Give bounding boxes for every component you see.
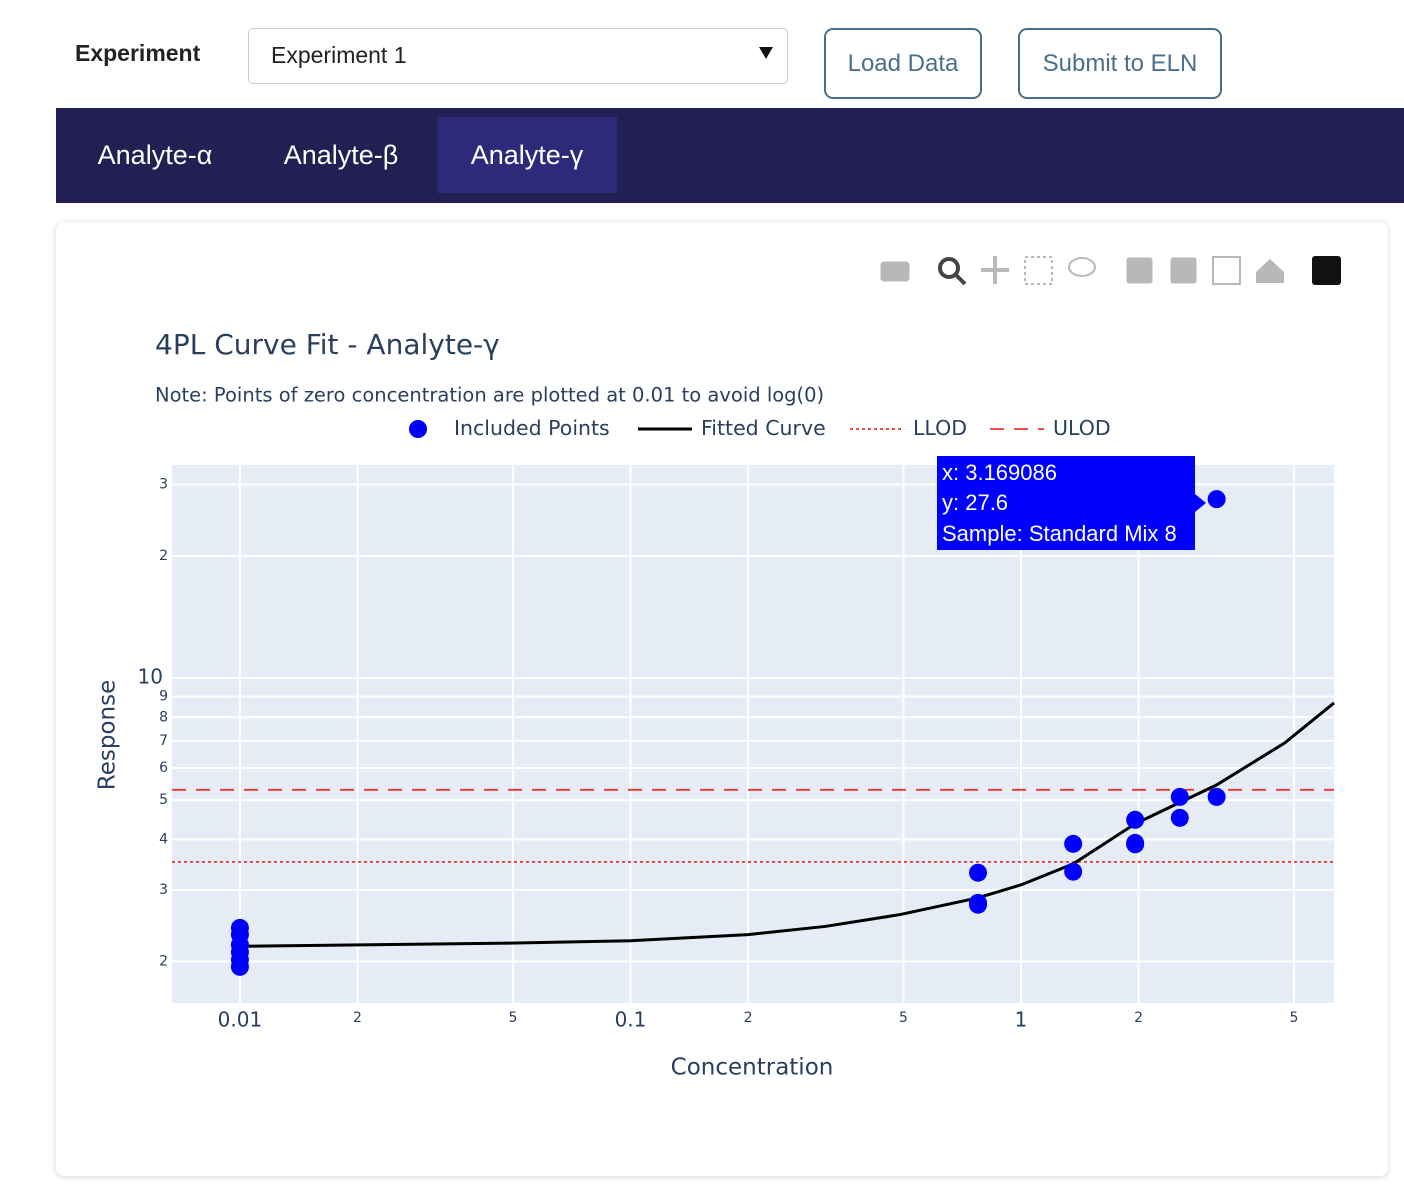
y-tick-label: 2 xyxy=(159,953,168,969)
data-point xyxy=(1064,834,1083,853)
y-tick-label: 5 xyxy=(159,792,168,808)
tab[interactable]: Analyte-β xyxy=(283,139,399,170)
y-tick-label: 4 xyxy=(159,831,168,847)
tab-bar: Analyte-α Analyte-β Analyte-γ xyxy=(56,108,1404,203)
x-tick-label: 5 xyxy=(508,1010,517,1026)
y-tick-label: 7 xyxy=(159,733,168,749)
x-tick-label: 1 xyxy=(1015,1008,1028,1032)
tooltip-box xyxy=(937,456,1195,550)
chart-subtitle: Note: Points of zero concentration are p… xyxy=(155,384,824,407)
x-axis-title: Concentration xyxy=(671,1055,834,1081)
data-point xyxy=(1064,862,1083,881)
legend-label: LLOD xyxy=(913,416,967,440)
y-tick-label: 10 xyxy=(138,664,163,688)
plot-area xyxy=(172,465,1334,1003)
data-point xyxy=(1207,787,1226,806)
legend-label: Fitted Curve xyxy=(701,416,826,440)
lasso-icon[interactable] xyxy=(1068,257,1096,277)
tooltip-arrow xyxy=(1195,494,1206,512)
select-icon[interactable] xyxy=(1024,256,1053,285)
legend-label: Included Points xyxy=(454,416,610,440)
select-arrow xyxy=(759,47,773,59)
x-tick-label: 2 xyxy=(1134,1010,1143,1026)
modebar xyxy=(880,256,1341,286)
legend-swatch xyxy=(409,420,427,438)
select-value: Experiment 1 xyxy=(271,42,407,68)
home-icon[interactable] xyxy=(1256,259,1284,283)
experiment-select[interactable]: Experiment 1 xyxy=(248,28,788,84)
tooltip-line: Sample: Standard Mix 8 xyxy=(942,521,1177,546)
x-tick-label: 5 xyxy=(899,1010,908,1026)
y-tick-label: 8 xyxy=(159,709,168,725)
zoom-out-icon[interactable] xyxy=(1170,257,1197,284)
tooltip: x: 3.169086 y: 27.6 Sample: Standard Mix… xyxy=(937,456,1206,550)
tooltip-line: y: 27.6 xyxy=(942,490,1008,515)
data-point xyxy=(969,863,988,882)
data-point xyxy=(969,895,988,914)
x-tick-label: 0.01 xyxy=(218,1008,263,1032)
legend-label: ULOD xyxy=(1053,416,1111,440)
y-tick-label: 3 xyxy=(159,882,168,898)
x-tick-label: 2 xyxy=(353,1010,362,1026)
y-tick-label: 6 xyxy=(159,760,168,776)
y-tick-label: 2 xyxy=(159,548,168,564)
tab[interactable]: Analyte-α xyxy=(97,139,213,170)
camera-icon[interactable] xyxy=(880,261,910,282)
x-tick-label: 0.1 xyxy=(615,1008,647,1032)
submit-button[interactable]: Submit to ELN xyxy=(1018,28,1222,99)
tab-active[interactable]: Analyte-γ xyxy=(437,117,617,193)
zoom-handle xyxy=(953,272,967,286)
x-tick-label: 5 xyxy=(1290,1010,1299,1026)
pan-icon[interactable] xyxy=(981,256,1009,284)
data-point xyxy=(1170,808,1189,827)
load-button[interactable]: Load Data xyxy=(824,28,982,99)
y-tick-label: 3 xyxy=(159,476,168,492)
y-tick-label: 9 xyxy=(159,689,168,705)
autoscale-icon[interactable] xyxy=(1212,256,1241,285)
data-point xyxy=(1207,490,1226,509)
x-tick-label: 2 xyxy=(744,1010,753,1026)
data-point xyxy=(1126,835,1145,854)
y-axis-title: Response xyxy=(95,680,121,790)
tooltip-line: x: 3.169086 xyxy=(942,460,1057,485)
data-point xyxy=(1126,810,1145,829)
zoom-in-icon[interactable] xyxy=(1126,257,1153,284)
plotly-logo[interactable] xyxy=(1312,256,1341,285)
data-point xyxy=(230,957,249,976)
zoom-icon[interactable] xyxy=(938,257,960,279)
chart-title: 4PL Curve Fit - Analyte-γ xyxy=(155,328,500,361)
data-point xyxy=(1170,787,1189,806)
experiment-label: Experiment xyxy=(75,40,201,66)
